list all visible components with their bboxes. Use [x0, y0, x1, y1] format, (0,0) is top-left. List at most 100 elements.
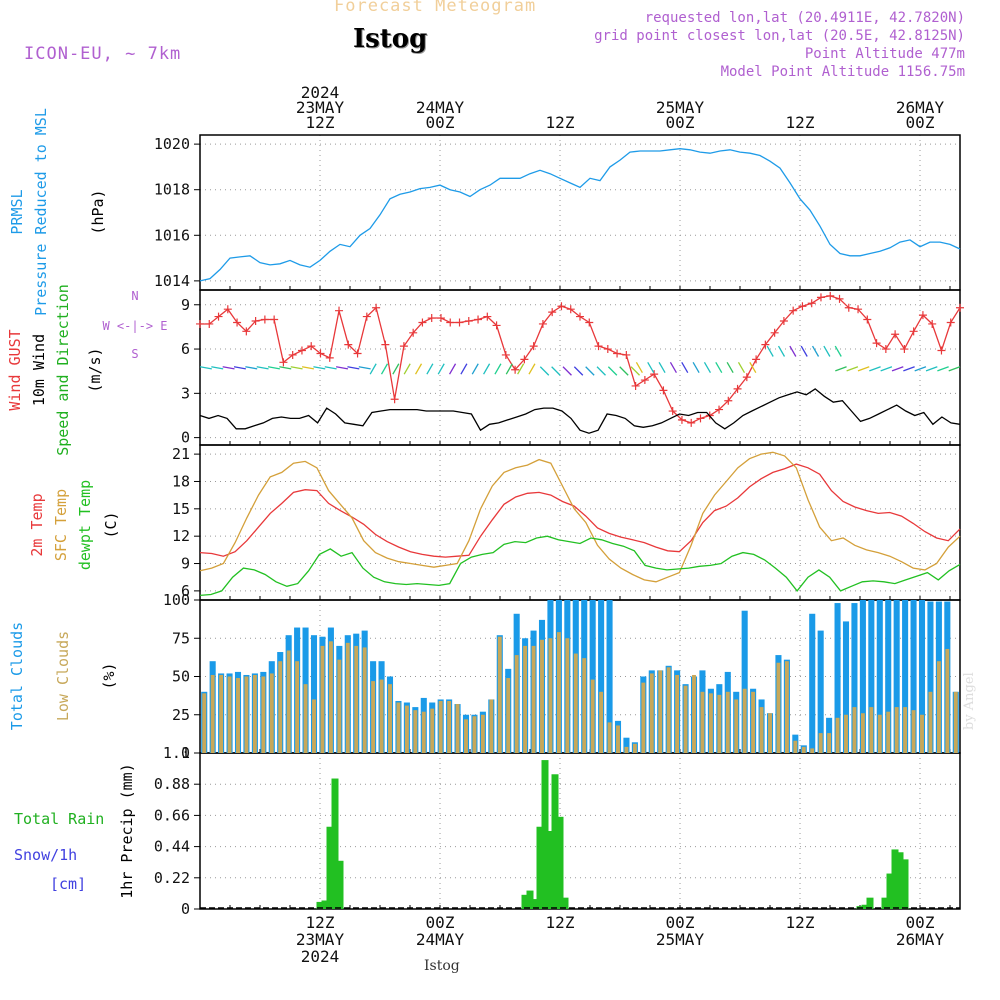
low-cloud-bar [860, 713, 865, 753]
y-tick-label: 0 [181, 900, 190, 918]
y-tick-label: 1014 [154, 272, 190, 290]
wind-direction-arrow [703, 361, 712, 373]
low-cloud-bar [269, 673, 274, 753]
product-title: Forecast Meteogram [334, 0, 537, 16]
total-cloud-bar [868, 600, 875, 753]
wind-gust-marker [260, 315, 269, 324]
top-time-label: 23MAY [296, 98, 345, 117]
wind-gust-marker [483, 312, 492, 321]
wind-gust-marker [613, 349, 622, 358]
low-cloud-bar [556, 632, 561, 753]
bottom-time-label: 24MAY [416, 930, 465, 949]
low-cloud-bar [936, 661, 941, 753]
total-cloud-bar [606, 600, 613, 753]
wind-direction-arrow [715, 361, 723, 373]
wind-gust-marker [789, 306, 798, 315]
total-cloud-bar [623, 737, 630, 753]
wind-gust-marker [372, 303, 381, 312]
low-cloud-bar [455, 704, 460, 753]
wind-gust-marker [214, 312, 223, 321]
wind-gust-marker [501, 350, 510, 359]
low-cloud-bar [886, 711, 891, 753]
wind-gust-marker [659, 386, 668, 395]
low-cloud-bar [742, 688, 747, 753]
y-tick-label: 0 [181, 744, 190, 762]
top-time-label: 00Z [906, 113, 935, 132]
wind-gust-marker [446, 318, 455, 327]
wind-gust-marker [335, 306, 344, 315]
wind-direction-arrow [256, 366, 269, 370]
wind-gust-marker [696, 414, 705, 423]
panel-frame-precip [199, 752, 961, 910]
y-tick-label: 100 [163, 591, 190, 609]
wind-gust-marker [223, 305, 232, 314]
low-cloud-bar [362, 647, 367, 753]
wind-direction-arrow [460, 363, 468, 375]
wind-direction-arrow [737, 361, 746, 373]
wind-gust-marker [946, 318, 955, 327]
wind-gust-marker [928, 319, 937, 328]
low-cloud-bar [666, 667, 671, 753]
low-cloud-bar [202, 693, 207, 753]
model-label: ICON-EU, ~ 7km [24, 44, 182, 64]
wind-direction-arrow [313, 366, 326, 370]
clouds-label-low: Low Clouds [54, 631, 72, 721]
wind-direction-arrow [937, 366, 949, 372]
wind-direction-arrow [290, 366, 303, 370]
low-cloud-bar [717, 694, 722, 753]
wind-direction-arrow [630, 366, 640, 376]
location-title: Istog [353, 24, 428, 54]
wind-gust-marker [854, 305, 863, 314]
wind-gust-marker [270, 315, 279, 324]
total-cloud-bar [741, 610, 748, 753]
wind-gust-marker [844, 303, 853, 312]
low-cloud-bar [607, 722, 612, 753]
wind-gust-marker [770, 328, 779, 337]
total-cloud-bar [842, 621, 850, 753]
total-cloud-bar [876, 600, 883, 753]
low-cloud-bar [759, 707, 764, 753]
top-time-label: 2024 [301, 83, 340, 102]
wind-gust-marker [594, 342, 603, 351]
low-cloud-bar [776, 662, 781, 753]
wind-direction-arrow [505, 363, 513, 375]
wind-label-gust: Wind GUST [6, 329, 24, 410]
wind-direction-arrow [528, 363, 536, 375]
wind-direction-arrow [585, 366, 595, 376]
wind-gust-marker [650, 370, 659, 379]
y-tick-label: 9 [181, 555, 190, 573]
wind-gust-marker [900, 345, 909, 354]
low-cloud-bar [877, 714, 882, 753]
wind-gust-marker [779, 317, 788, 325]
total-cloud-bar [918, 600, 926, 753]
top-time-label: 24MAY [416, 98, 465, 117]
wind-direction-arrow [392, 363, 400, 375]
top-time-label: 00Z [666, 113, 695, 132]
wind-label-10m: 10m Wind [30, 334, 48, 406]
low-cloud-bar [793, 740, 798, 753]
low-cloud-bar [523, 645, 528, 753]
rain-bar [881, 897, 889, 909]
wind-gust-marker [798, 302, 807, 311]
low-cloud-bar [345, 642, 350, 753]
low-cloud-bar [303, 684, 308, 753]
top-time-label: 00Z [426, 113, 455, 132]
wind-gust-marker [631, 381, 640, 390]
compass-n: N [131, 289, 138, 303]
wind-direction-arrow [380, 363, 389, 375]
low-cloud-bar [683, 685, 688, 753]
wind-gust-marker [307, 342, 316, 351]
low-cloud-bar [210, 674, 215, 753]
wind-gust-marker [316, 349, 325, 358]
wind-direction-arrow [914, 366, 927, 372]
wind-10m-line [199, 388, 961, 434]
wind-gust-marker [891, 330, 900, 339]
low-cloud-bar [430, 708, 435, 753]
wind-direction-arrow [245, 366, 258, 370]
prmsl-line [199, 148, 961, 282]
wind-gust-marker [816, 293, 825, 302]
top-time-label: 12Z [546, 113, 575, 132]
wind-gust-marker [196, 319, 204, 328]
y-tick-label: 0.88 [154, 775, 190, 793]
low-cloud-bar [624, 746, 629, 753]
